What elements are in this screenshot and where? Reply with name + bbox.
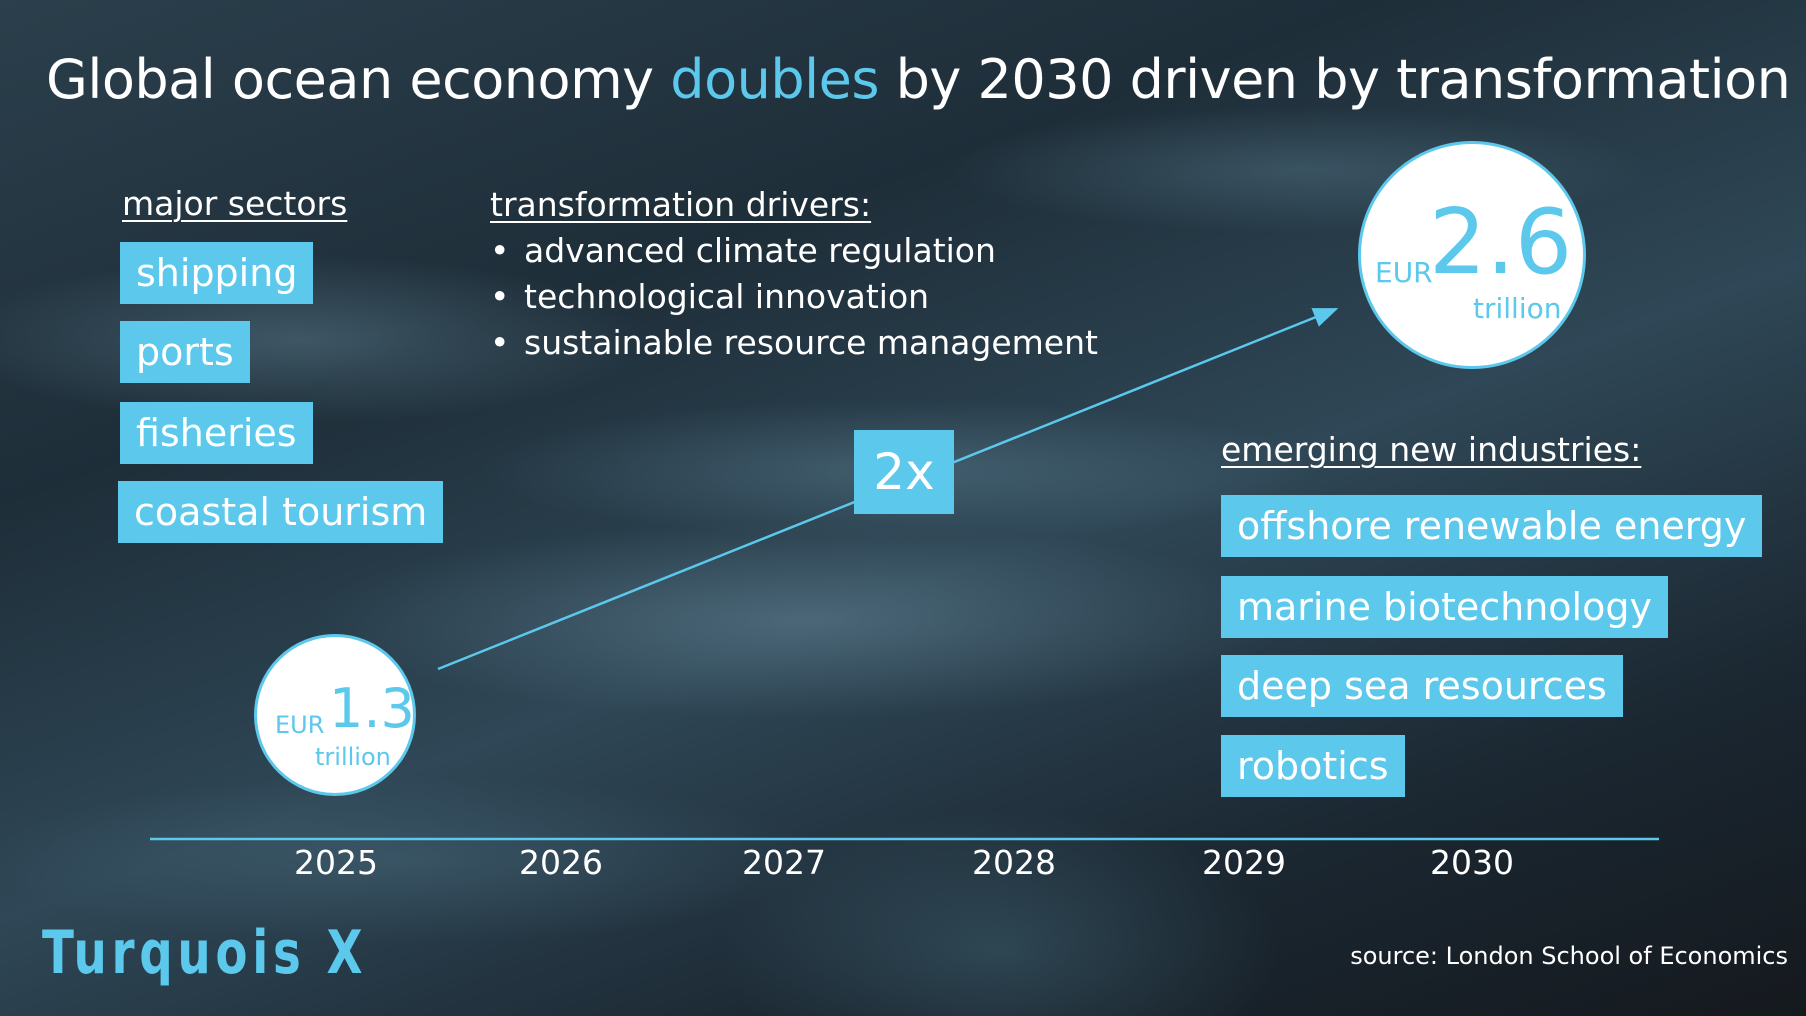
sector-tag-shipping: shipping: [120, 242, 314, 304]
sector-tag-fisheries: fisheries: [120, 402, 313, 464]
industry-tag-biotech: marine biotechnology: [1221, 576, 1668, 638]
end-value-circle: EUR 2.6 trillion: [1358, 141, 1586, 369]
driver-item: technological innovation: [490, 274, 1098, 320]
driver-item: advanced climate regulation: [490, 228, 1098, 274]
page-title: Global ocean economy doubles by 2030 dri…: [46, 48, 1791, 111]
start-value-circle: EUR 1.3 trillion: [254, 634, 416, 796]
year-label: 2025: [294, 843, 378, 882]
title-text: Global ocean economy: [46, 48, 671, 111]
sector-tag-ports: ports: [120, 321, 250, 383]
title-highlight: doubles: [670, 48, 879, 111]
drivers-list: advanced climate regulation technologica…: [490, 228, 1098, 366]
start-amount: 1.3: [329, 677, 415, 740]
major-sectors-heading: major sectors: [122, 184, 348, 223]
start-currency: EUR: [275, 711, 325, 739]
year-label: 2026: [519, 843, 603, 882]
growth-badge: 2x: [854, 430, 954, 514]
end-unit: trillion: [1473, 292, 1562, 325]
industry-tag-offshore: offshore renewable energy: [1221, 495, 1763, 557]
driver-item: sustainable resource management: [490, 320, 1098, 366]
start-unit: trillion: [315, 743, 391, 771]
emerging-heading: emerging new industries:: [1221, 430, 1642, 469]
year-label: 2027: [742, 843, 826, 882]
year-label: 2028: [972, 843, 1056, 882]
industry-tag-deep-sea: deep sea resources: [1221, 655, 1623, 717]
year-label: 2030: [1430, 843, 1514, 882]
year-label: 2029: [1202, 843, 1286, 882]
sector-tag-coastal-tourism: coastal tourism: [118, 481, 444, 543]
source-note: source: London School of Economics: [1350, 942, 1788, 970]
industry-tag-robotics: robotics: [1221, 735, 1405, 797]
end-amount: 2.6: [1429, 190, 1573, 295]
title-text-end: by 2030 driven by transformation: [878, 48, 1791, 111]
brand-logo: Turquois X: [42, 918, 368, 988]
end-currency: EUR: [1375, 256, 1433, 289]
drivers-heading: transformation drivers:: [490, 185, 872, 224]
